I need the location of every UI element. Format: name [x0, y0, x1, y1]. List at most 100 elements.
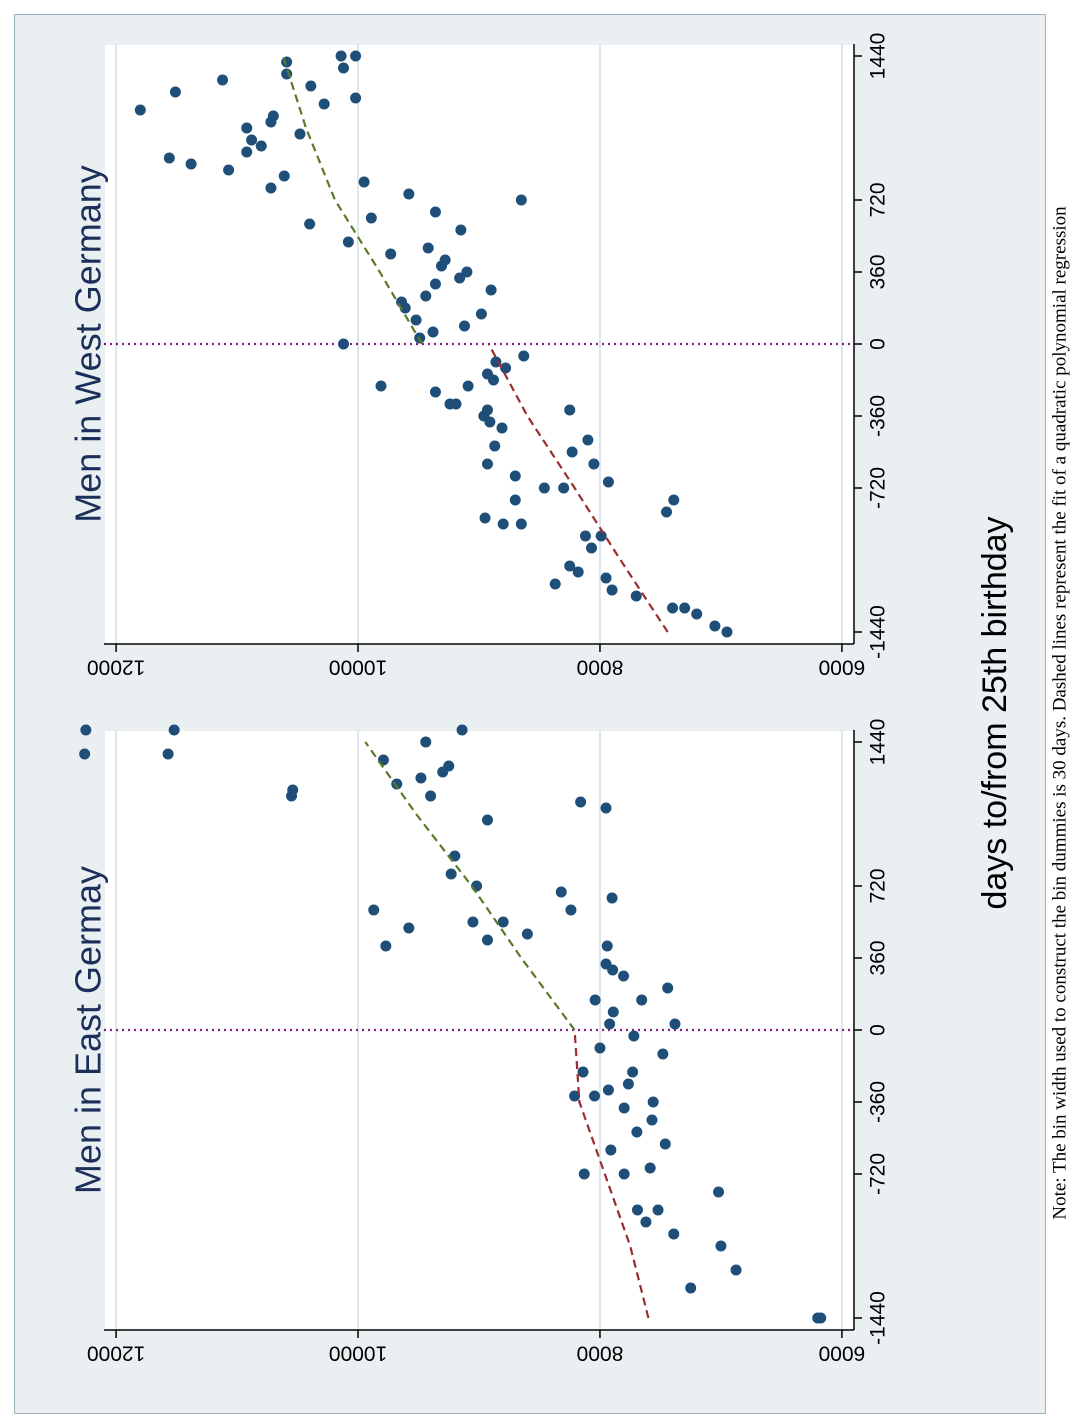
- west-day-tick-label: 360: [867, 254, 890, 289]
- west-data-point: [630, 590, 642, 602]
- west-data-point: [481, 404, 493, 416]
- west-data-point: [410, 314, 422, 326]
- west-data-point: [461, 266, 473, 278]
- east-day-tick-label: 0: [867, 1024, 890, 1036]
- west-data-point: [586, 542, 597, 554]
- east-data-point: [287, 784, 299, 796]
- west-data-point: [458, 320, 470, 332]
- west-data-point: [572, 566, 584, 578]
- west-day-tick-label: -1440: [867, 605, 890, 659]
- east-data-point: [449, 850, 461, 862]
- west-data-point: [223, 164, 235, 176]
- west-day-tick-label: -360: [867, 395, 890, 437]
- east-data-point: [481, 934, 493, 946]
- east-fit-line-right: [364, 741, 576, 1031]
- east-data-point: [622, 1078, 634, 1090]
- east-day-tick-label: -360: [867, 1081, 890, 1123]
- west-data-point: [549, 578, 561, 590]
- west-data-point: [566, 446, 578, 458]
- west-data-point: [564, 560, 576, 572]
- west-data-point: [318, 98, 330, 110]
- west-data-point: [241, 122, 253, 134]
- west-data-point: [241, 146, 253, 158]
- west-data-point: [691, 608, 703, 620]
- east-data-point: [602, 1084, 614, 1096]
- west-data-point: [385, 248, 397, 260]
- west-data-point: [278, 170, 290, 182]
- east-data-point: [606, 892, 618, 904]
- west-data-point: [588, 458, 600, 470]
- west-data-point: [365, 212, 377, 224]
- west-data-point: [358, 176, 370, 188]
- east-value-tick-label: 6000: [819, 1342, 866, 1365]
- west-data-point: [679, 602, 691, 614]
- west-data-point: [497, 518, 509, 530]
- west-data-point: [667, 602, 679, 614]
- east-data-point: [569, 1090, 581, 1102]
- west-data-point: [481, 368, 493, 380]
- west-data-point: [403, 188, 415, 200]
- west-value-tick-label: 6000: [819, 656, 866, 679]
- west-panel-title: Men in West Germany: [68, 165, 109, 522]
- east-data-point: [456, 724, 468, 736]
- west-data-point: [422, 242, 434, 254]
- east-data-point: [589, 994, 601, 1006]
- west-data-point: [444, 398, 456, 410]
- west-data-point: [304, 218, 316, 230]
- west-data-point: [558, 482, 570, 494]
- west-data-point: [305, 80, 317, 92]
- west-data-point: [509, 470, 521, 482]
- east-data-point: [443, 760, 455, 772]
- west-fit-line-right: [281, 55, 424, 345]
- east-data-point: [577, 1066, 589, 1078]
- east-data-point: [80, 724, 92, 736]
- east-value-tick-label: 8000: [577, 1342, 624, 1365]
- west-value-tick-label: 8000: [577, 656, 624, 679]
- west-data-point: [427, 326, 439, 338]
- east-data-point: [657, 1048, 669, 1060]
- figure-note: Note: The bin width used to construct th…: [1050, 206, 1071, 1220]
- west-data-point: [500, 362, 512, 374]
- west-data-point: [496, 422, 508, 434]
- west-data-point: [265, 182, 277, 194]
- west-data-point: [163, 152, 175, 164]
- east-day-tick-label: -720: [867, 1153, 890, 1195]
- west-data-point: [375, 380, 387, 392]
- east-data-point: [79, 748, 91, 760]
- east-data-point: [481, 814, 493, 826]
- west-data-point: [429, 206, 441, 218]
- east-chart: 6000 8000 10000 12000 -1440 -720 -360 0 360 720 14…: [68, 719, 890, 1365]
- east-data-point: [668, 1228, 680, 1240]
- east-data-point: [640, 1216, 652, 1228]
- west-data-point: [134, 104, 146, 116]
- east-data-point: [578, 1168, 590, 1180]
- east-data-point: [631, 1126, 643, 1138]
- east-value-tick-label: 10000: [329, 1342, 387, 1365]
- west-data-point: [600, 572, 612, 584]
- east-data-point: [715, 1240, 727, 1252]
- west-data-point: [420, 290, 432, 302]
- west-day-tick-label: 0: [867, 338, 890, 350]
- west-day-tick-label: 1440: [867, 33, 890, 80]
- west-data-point: [475, 308, 487, 320]
- west-data-point: [606, 584, 618, 596]
- east-data-point: [618, 970, 630, 982]
- west-data-point: [462, 380, 474, 392]
- west-data-point: [350, 92, 362, 104]
- west-value-tick-label: 12000: [87, 656, 145, 679]
- west-data-point: [481, 458, 493, 470]
- east-data-point: [646, 1114, 658, 1126]
- west-data-point: [485, 284, 497, 296]
- west-data-point: [294, 128, 306, 140]
- east-data-point: [600, 958, 612, 970]
- east-data-point: [594, 1042, 606, 1054]
- east-data-point: [368, 904, 380, 916]
- west-data-point: [338, 62, 350, 74]
- east-data-point: [685, 1282, 697, 1294]
- west-data-point: [255, 140, 267, 152]
- east-data-point: [497, 916, 509, 928]
- east-data-point: [380, 940, 392, 952]
- east-data-point: [467, 916, 479, 928]
- east-fit-line-left: [573, 1029, 650, 1319]
- west-data-point: [217, 74, 229, 86]
